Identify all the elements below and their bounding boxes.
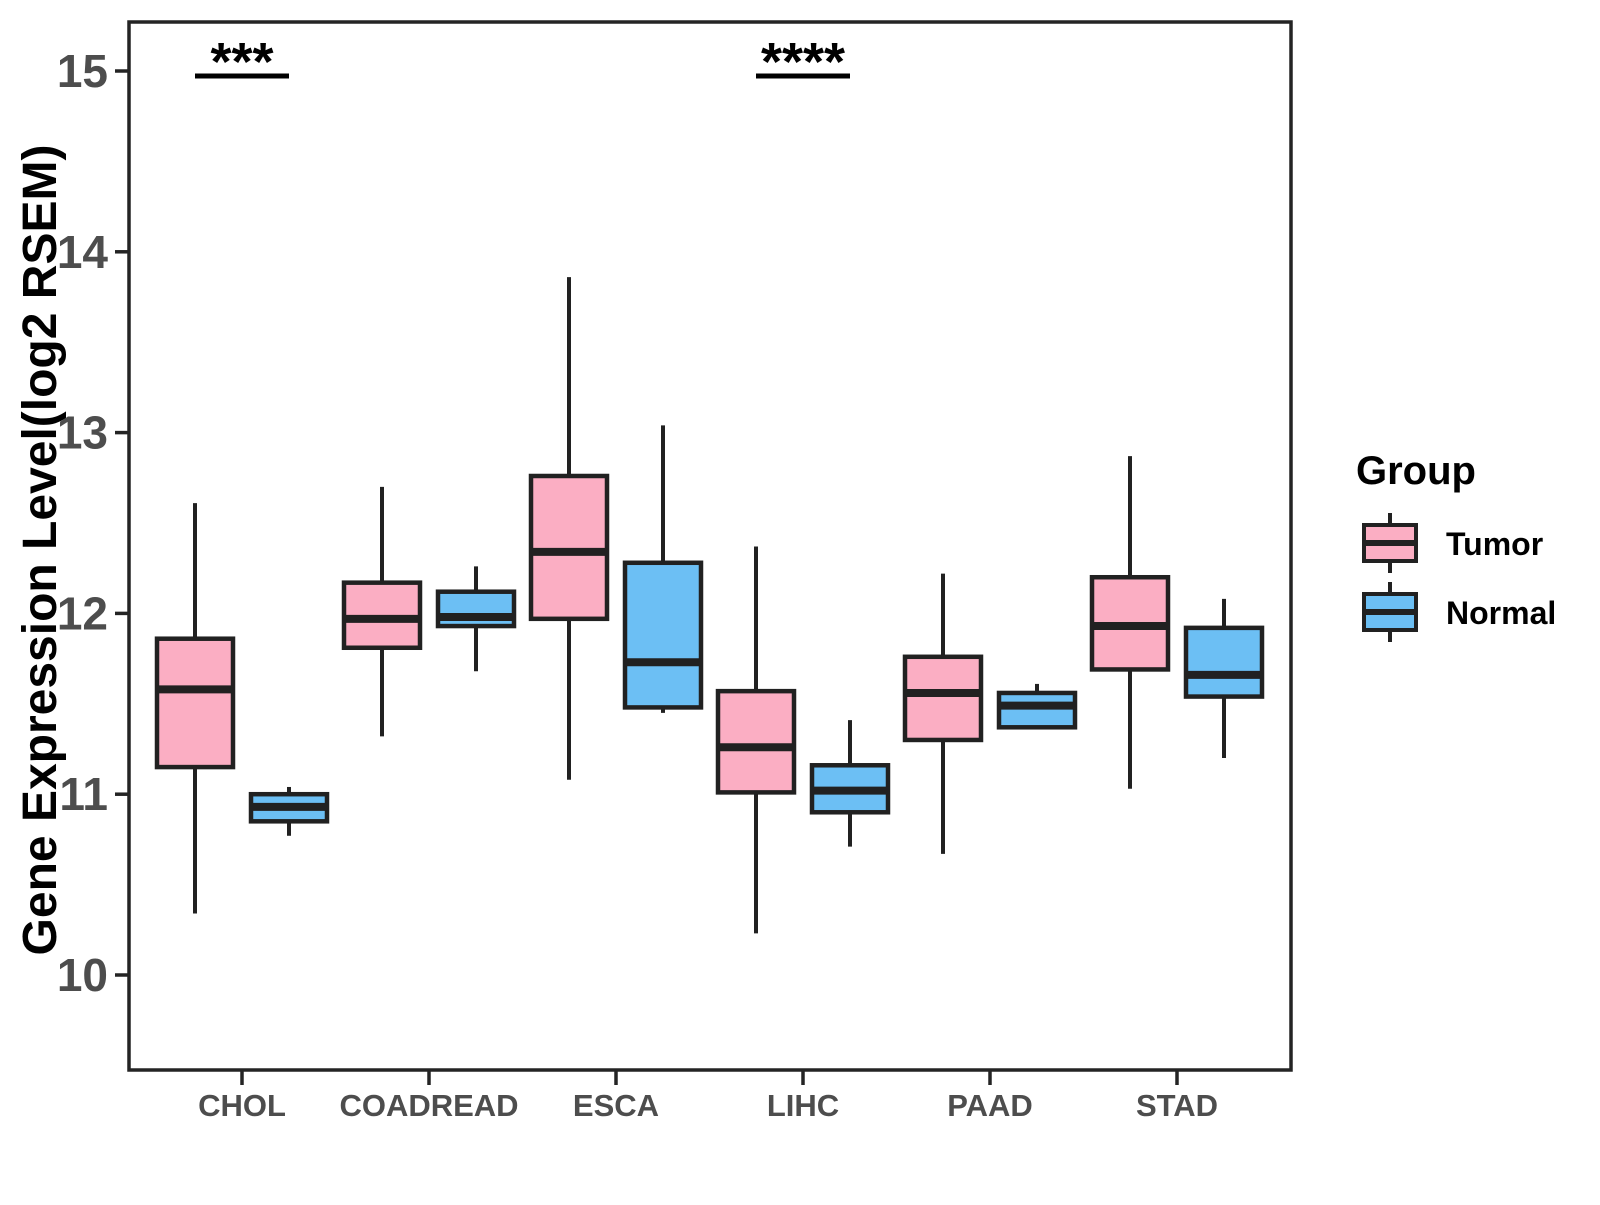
sig-stars-CHOL: *** xyxy=(210,32,273,92)
x-axis-label-PAAD: PAAD xyxy=(947,1088,1033,1123)
box-STAD-Normal xyxy=(1183,625,1265,699)
box-PAAD-Tumor xyxy=(902,654,984,743)
box-ESCA-Normal xyxy=(622,560,704,710)
sig-stars-LIHC: **** xyxy=(761,32,845,92)
y-tick-label-12: 12 xyxy=(57,587,108,639)
box-LIHC-Tumor xyxy=(715,688,797,795)
y-axis-title: Gene Expression Level(log2 RSEM) xyxy=(14,145,67,956)
box-PAAD-Normal xyxy=(996,690,1078,730)
x-axis-label-ESCA: ESCA xyxy=(573,1088,659,1123)
x-axis-label-COADREAD: COADREAD xyxy=(339,1088,518,1123)
y-tick-label-10: 10 xyxy=(57,949,108,1001)
x-axis-label-STAD: STAD xyxy=(1136,1088,1218,1123)
legend-label-tumor: Tumor xyxy=(1446,526,1543,562)
x-axis-label-LIHC: LIHC xyxy=(767,1088,839,1123)
box-ESCA-Tumor xyxy=(528,473,610,622)
plot-panel: 10 11 12 13 14 15 CHOL COADREAD ESCA LIHC PAAD STAD… xyxy=(57,20,1293,1123)
legend-label-normal: Normal xyxy=(1446,595,1556,631)
box-CHOL-Tumor xyxy=(154,636,236,770)
y-tick-label-15: 15 xyxy=(57,45,108,97)
y-tick-label-13: 13 xyxy=(57,407,108,459)
panel-border xyxy=(127,20,1293,1072)
legend-key-tumor: Tumor xyxy=(1362,513,1543,573)
legend-key-normal: Normal xyxy=(1362,582,1556,642)
y-tick-label-14: 14 xyxy=(57,226,109,278)
x-axis-label-CHOL: CHOL xyxy=(198,1088,286,1123)
legend: Group Tumor Normal xyxy=(1356,449,1556,642)
legend-title: Group xyxy=(1356,449,1476,493)
y-tick-label-11: 11 xyxy=(59,768,108,820)
